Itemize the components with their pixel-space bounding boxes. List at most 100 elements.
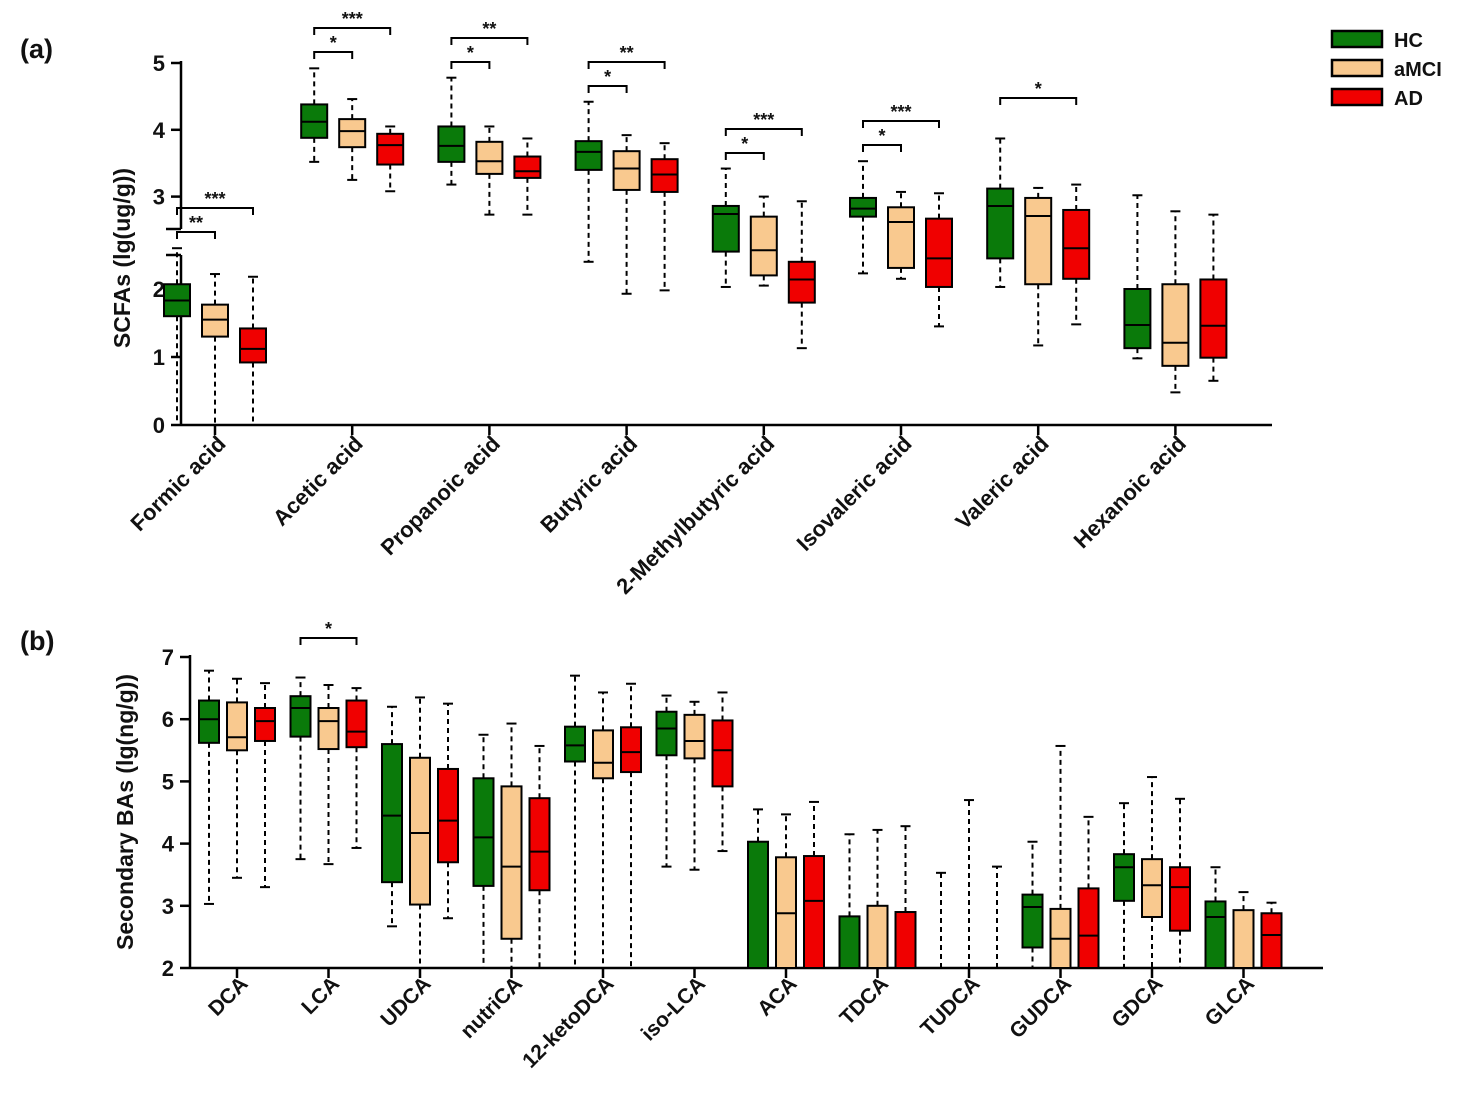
box-amci (1024, 196, 1053, 286)
significance-bracket (862, 144, 902, 152)
box-hc (711, 204, 740, 253)
panel-a-y-tick-label: 1 (153, 345, 165, 370)
significance-label: * (330, 33, 337, 53)
significance-label: * (467, 43, 474, 63)
legend-amci-label: aMCI (1394, 59, 1442, 81)
box-amci (226, 701, 248, 752)
panel-b-ylabel: Secondary BAs (lg(ng/g)) (112, 674, 138, 950)
panel-a-category-label: 2-Methylbutyric acid (611, 431, 779, 599)
legend-ad-label: AD (1394, 88, 1423, 110)
box-hc (437, 125, 466, 163)
panel-a-category-label: Valeric acid (950, 431, 1053, 534)
box-ad (528, 797, 551, 892)
box-ad (345, 699, 368, 749)
significance-bracket (724, 152, 765, 160)
panel-a-category-label: Isovaleric acid (792, 431, 917, 556)
box-ad (254, 707, 276, 742)
panel-b-category-label: GDCA (1108, 972, 1168, 1032)
significance-bracket (299, 637, 358, 645)
significance-label: *** (342, 9, 363, 29)
significance-bracket (313, 27, 392, 35)
panel-b-y-tick-label: 3 (162, 894, 174, 919)
panel-b-category-label: 12-ketoDCA (518, 972, 618, 1072)
panel-b-category-label: ACA (753, 972, 801, 1020)
panel-b-category-label: LCA (297, 972, 344, 1019)
legend-amci-swatch (1330, 58, 1384, 78)
legend: HC aMCI AD (1330, 29, 1442, 110)
significance-label: * (325, 619, 332, 639)
box-hc (1021, 893, 1044, 949)
panel-a-y-tick-label: 0 (153, 413, 165, 438)
panel-b-y-tick-label: 7 (162, 645, 174, 670)
panel-a-category-label: Formic acid (126, 431, 231, 536)
significance-label: * (1035, 79, 1042, 99)
box-ad (803, 855, 825, 969)
box-ad (787, 260, 816, 304)
panel-a-label: (a) (20, 34, 53, 64)
box-ad (1077, 887, 1100, 969)
box-hc (838, 915, 861, 970)
panel-b-category-label: DCA (204, 972, 252, 1020)
panel-a-chart: 0 1 2 3 4 5 Formic acid Acetic acid Propanoic ac… (126, 9, 1272, 599)
legend-hc-label: HC (1394, 30, 1423, 52)
box-hc (849, 196, 877, 218)
panel-a-category-label: Propanoic acid (376, 431, 505, 560)
box-hc (289, 695, 312, 738)
box-ad (1062, 208, 1091, 280)
box-amci (612, 150, 641, 191)
box-amci (866, 904, 889, 969)
significance-label: ** (189, 213, 203, 233)
box-hc (1113, 853, 1135, 902)
panel-b-label: (b) (20, 626, 54, 656)
box-ad (1260, 912, 1283, 969)
significance-label: * (878, 126, 885, 146)
box-ad (1199, 278, 1228, 359)
box-amci (749, 215, 778, 277)
significance-label: *** (890, 102, 911, 122)
significance-label: * (604, 67, 611, 87)
box-ad (894, 911, 917, 970)
significance-bracket (587, 61, 666, 69)
significance-bracket (176, 207, 254, 215)
significance-bracket (313, 51, 354, 59)
significance-bracket (176, 231, 216, 239)
legend-ad-swatch (1330, 87, 1384, 107)
box-ad (513, 155, 542, 179)
box-ad (925, 217, 953, 288)
panel-b-y-tick-label: 2 (162, 956, 174, 981)
panel-a-y-tick-label: 3 (153, 185, 165, 210)
box-ad (239, 327, 267, 364)
panel-b-y-tick-label: 6 (162, 707, 174, 732)
box-amci (1232, 909, 1255, 969)
panel-a-category-label: Hexanoic acid (1069, 431, 1191, 553)
significance-bracket (450, 37, 529, 45)
box-hc (655, 710, 678, 757)
legend-hc-swatch (1330, 29, 1384, 49)
panel-b-category-label: UDCA (376, 972, 435, 1031)
box-amci (409, 756, 431, 906)
box-amci (592, 729, 614, 780)
panel-b-y-tick-label: 4 (162, 832, 175, 857)
box-ad (711, 719, 734, 788)
panel-a-y-tick-label: 5 (153, 51, 165, 76)
panel-b-category-label: TDCA (836, 972, 894, 1030)
box-ad (1169, 866, 1191, 932)
box-ad (620, 726, 642, 774)
box-hc (747, 840, 769, 970)
box-hc (986, 187, 1015, 260)
box-ad (376, 132, 405, 166)
box-hc (574, 140, 603, 171)
significance-bracket (862, 120, 940, 128)
box-hc (1204, 900, 1227, 969)
box-ad (437, 767, 459, 864)
significance-bracket (724, 128, 803, 136)
box-hc (1123, 288, 1152, 350)
panel-b-category-label: TUDCA (916, 972, 984, 1040)
box-amci (475, 140, 504, 175)
significance-label: *** (753, 110, 774, 130)
significance-bracket (999, 97, 1078, 105)
box-hc (198, 699, 220, 744)
box-amci (1141, 858, 1163, 918)
box-amci (201, 303, 229, 338)
